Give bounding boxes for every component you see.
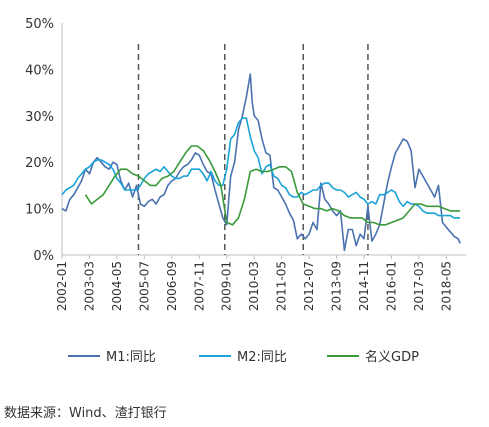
x-tick-label: 2004-05 xyxy=(110,261,124,311)
x-tick-label: 2002-01 xyxy=(55,261,69,311)
x-tick-label: 2016-01 xyxy=(384,261,398,311)
y-tick-label: 50% xyxy=(25,17,54,32)
source-note: 数据来源：Wind、渣打银行 xyxy=(4,406,167,421)
legend: M1:同比 M2:同比 名义GDP xyxy=(68,349,419,365)
y-tick-label: 0% xyxy=(33,249,54,264)
x-tick-label: 2018-05 xyxy=(439,261,453,311)
x-tick-label: 2013-09 xyxy=(330,261,344,311)
series-m2-line xyxy=(61,117,461,219)
x-tick-label: 2012-07 xyxy=(302,261,316,311)
x-tick-label: 2011-05 xyxy=(275,261,289,311)
x-tick-label: 2014-11 xyxy=(357,261,371,311)
series-gdp-line xyxy=(84,145,461,226)
legend-label: M2:同比 xyxy=(237,350,287,365)
x-tick-label: 2006-09 xyxy=(165,261,179,311)
x-tick-label: 2009-01 xyxy=(220,261,234,311)
legend-label: 名义GDP xyxy=(365,349,419,365)
x-tick-label: 2010-03 xyxy=(247,261,261,311)
series-m1-line xyxy=(61,73,461,252)
x-tick-label: 2017-03 xyxy=(412,261,426,311)
x-tick-label: 2003-03 xyxy=(82,261,96,311)
y-tick-label: 10% xyxy=(25,203,54,218)
y-tick-label: 30% xyxy=(25,110,54,125)
legend-label: M1:同比 xyxy=(106,350,156,365)
x-tick-label: 2007-11 xyxy=(192,261,206,311)
plot-area: 0% 10% 20% 30% 40% 50% 2002-01 2003-03 2004-05 20… xyxy=(25,17,466,311)
chart: 0% 10% 20% 30% 40% 50% 2002-01 2003-03 2004-05 20… xyxy=(25,17,466,365)
y-tick-label: 20% xyxy=(25,156,54,171)
y-tick-label: 40% xyxy=(25,63,54,78)
x-tick-label: 2005-07 xyxy=(137,261,151,311)
